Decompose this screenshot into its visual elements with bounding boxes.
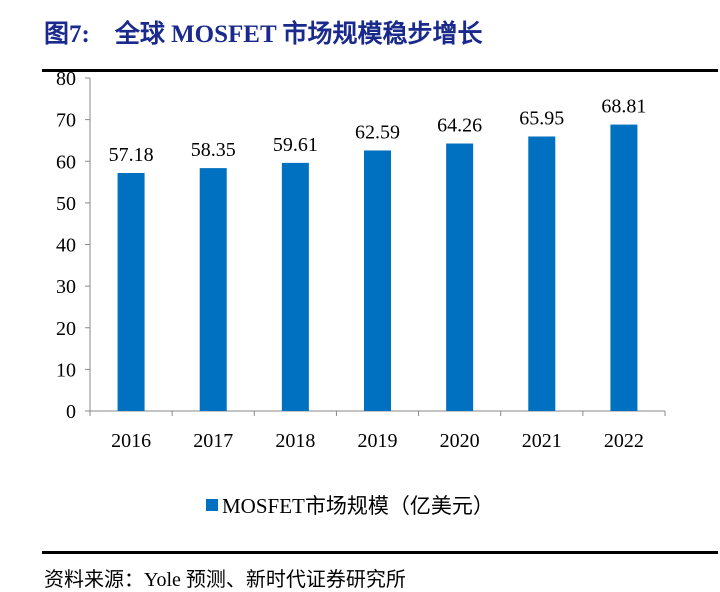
y-tick-label: 40 xyxy=(56,235,76,257)
y-tick-label: 30 xyxy=(56,276,76,298)
y-tick-label: 20 xyxy=(56,318,76,340)
bar-2019 xyxy=(364,150,391,412)
legend-swatch xyxy=(206,499,218,511)
legend: MOSFET市场规模（亿美元） xyxy=(206,490,494,520)
data-label-2021: 65.95 xyxy=(519,107,564,129)
y-tick-label: 70 xyxy=(56,110,76,132)
x-tick-label: 2020 xyxy=(440,430,480,452)
x-tick-label: 2018 xyxy=(275,430,315,452)
x-tick-label: 2016 xyxy=(111,430,151,452)
bar-2021 xyxy=(528,136,556,411)
x-tick-label: 2019 xyxy=(358,430,398,452)
data-label-2022: 68.81 xyxy=(601,96,646,118)
y-tick-label: 10 xyxy=(56,359,76,381)
data-label-2018: 59.61 xyxy=(273,134,318,156)
bar-2022 xyxy=(610,124,638,412)
bar-2020 xyxy=(446,143,474,411)
bar-2017 xyxy=(199,168,227,411)
data-label-2016: 57.18 xyxy=(109,144,154,166)
y-tick-label: 0 xyxy=(66,401,76,423)
data-label-2020: 64.26 xyxy=(437,115,482,137)
y-tick-label: 60 xyxy=(56,151,76,173)
x-tick-label: 2022 xyxy=(604,430,644,452)
y-tick-label: 50 xyxy=(56,193,76,215)
legend-label: MOSFET市场规模（亿美元） xyxy=(222,494,494,518)
bar-2018 xyxy=(281,162,309,411)
bar-2016 xyxy=(117,172,145,411)
data-label-2019: 62.59 xyxy=(355,121,400,143)
x-tick-label: 2021 xyxy=(522,430,562,452)
x-tick-label: 2017 xyxy=(193,430,233,452)
source-note: 资料来源：Yole 预测、新时代证券研究所 xyxy=(44,569,406,591)
source-rule xyxy=(42,551,718,554)
bar-chart: 0 10 20 30 40 50 60 70 80 57.18 2016 58.35 2017 59.61… xyxy=(56,68,666,452)
figure-title: 图7: 全球 MOSFET 市场规模稳步增长 xyxy=(44,21,483,48)
title-rule xyxy=(42,69,718,72)
y-tick-label: 80 xyxy=(56,68,76,90)
data-label-2017: 58.35 xyxy=(191,139,236,161)
